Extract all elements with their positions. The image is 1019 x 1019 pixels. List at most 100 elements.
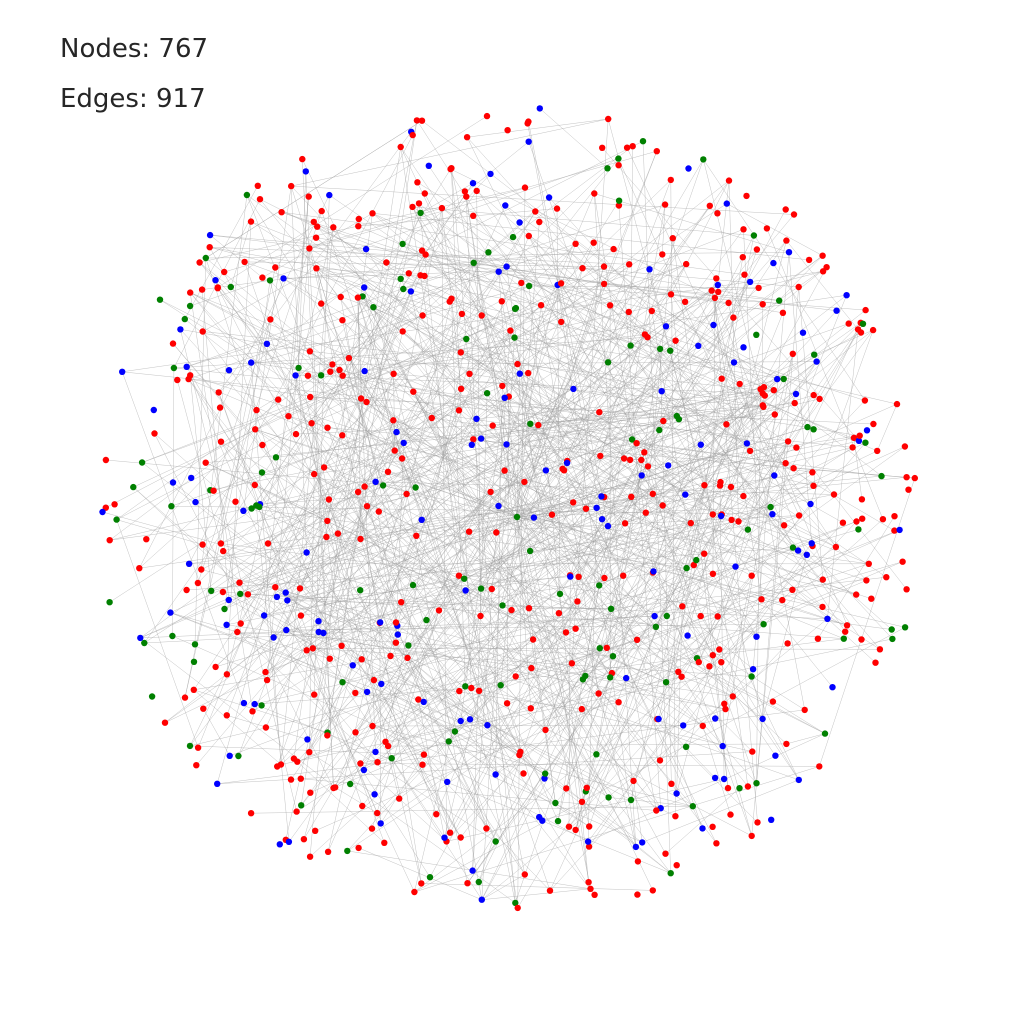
graph-node: [487, 488, 494, 496]
graph-node: [272, 454, 280, 461]
graph-node: [903, 586, 910, 593]
graph-node: [305, 193, 312, 200]
graph-node: [457, 717, 464, 725]
graph-node: [254, 182, 261, 189]
graph-edge: [340, 296, 398, 626]
graph-edge: [756, 389, 761, 784]
graph-edge: [399, 485, 814, 799]
graph-node: [833, 307, 840, 314]
graph-node: [570, 385, 577, 393]
graph-node: [438, 204, 446, 212]
graph-node: [728, 516, 735, 524]
graph-node: [516, 219, 523, 226]
graph-node: [241, 258, 248, 266]
graph-node: [586, 823, 593, 830]
graph-node: [509, 233, 517, 241]
graph-node: [369, 210, 376, 217]
graph-node: [463, 134, 471, 141]
graph-node: [514, 904, 521, 912]
graph-edge: [202, 544, 378, 763]
graph-node: [463, 193, 470, 200]
graph-edge: [756, 286, 799, 784]
graph-node: [247, 810, 255, 817]
graph-node: [455, 407, 463, 414]
graph-edge: [611, 577, 887, 609]
graph-node: [221, 605, 228, 613]
graph-edge: [316, 268, 722, 515]
graph-node: [324, 732, 331, 739]
graph-edge: [469, 179, 671, 374]
graph-node: [682, 491, 689, 498]
graph-edge: [297, 284, 718, 762]
graph-node: [779, 596, 786, 604]
graph-edge: [469, 515, 800, 532]
graph-edge: [385, 420, 664, 742]
graph-node: [419, 761, 426, 768]
graph-node: [370, 676, 378, 684]
graph-node: [896, 526, 903, 534]
graph-edge: [190, 292, 343, 376]
graph-edge: [714, 297, 758, 823]
graph-node: [725, 177, 733, 184]
graph-node: [770, 259, 777, 267]
graph-node: [396, 795, 403, 802]
graph-node: [878, 472, 885, 480]
graph-edge: [190, 292, 637, 848]
graph-edge: [480, 151, 657, 589]
graph-node: [859, 515, 866, 522]
graph-node: [483, 825, 490, 832]
graph-edge: [309, 248, 785, 526]
graph-edge: [366, 398, 820, 507]
graph-node: [170, 364, 178, 372]
graph-edge: [180, 329, 297, 812]
graph-node: [784, 438, 792, 445]
graph-node: [769, 511, 776, 518]
graph-node: [626, 261, 633, 268]
graph-node: [404, 654, 411, 662]
graph-node: [425, 162, 432, 169]
graph-node: [633, 636, 641, 643]
graph-node: [497, 682, 504, 689]
graph-edge: [223, 550, 551, 891]
graph-node: [656, 426, 663, 434]
graph-node: [603, 644, 610, 651]
graph-node: [808, 540, 815, 547]
graph-node: [655, 715, 662, 723]
graph-edge: [481, 618, 828, 900]
graph-edge: [394, 450, 559, 822]
graph-node: [714, 281, 721, 289]
graph-edge: [333, 599, 783, 789]
graph-node: [483, 112, 491, 120]
graph-node: [292, 430, 300, 438]
graph-node: [196, 259, 203, 266]
graph-node: [282, 589, 289, 596]
graph-node: [470, 212, 477, 219]
graph-node: [413, 532, 420, 539]
graph-node: [355, 844, 362, 852]
graph-edge: [189, 243, 576, 747]
graph-edge: [184, 185, 258, 320]
graph-node: [754, 819, 761, 826]
graph-node: [174, 376, 181, 384]
graph-node: [713, 275, 720, 282]
graph-node: [512, 899, 519, 907]
graph-node: [382, 738, 389, 745]
graph-edge: [199, 262, 518, 518]
graph-node: [759, 715, 766, 723]
graph-node: [501, 467, 508, 474]
graph-edge: [641, 459, 807, 555]
graph-edge: [193, 689, 282, 765]
graph-node: [583, 784, 590, 791]
graph-node: [119, 368, 126, 375]
graph-node: [678, 673, 685, 680]
graph-edge: [188, 378, 525, 875]
graph-edge: [327, 298, 452, 852]
graph-node: [582, 505, 590, 512]
graph-node: [169, 479, 177, 486]
graph-node: [634, 858, 642, 865]
graph-edge: [288, 460, 568, 842]
graph-node: [715, 288, 722, 296]
graph-edge: [383, 485, 518, 518]
graph-edge: [492, 425, 535, 518]
